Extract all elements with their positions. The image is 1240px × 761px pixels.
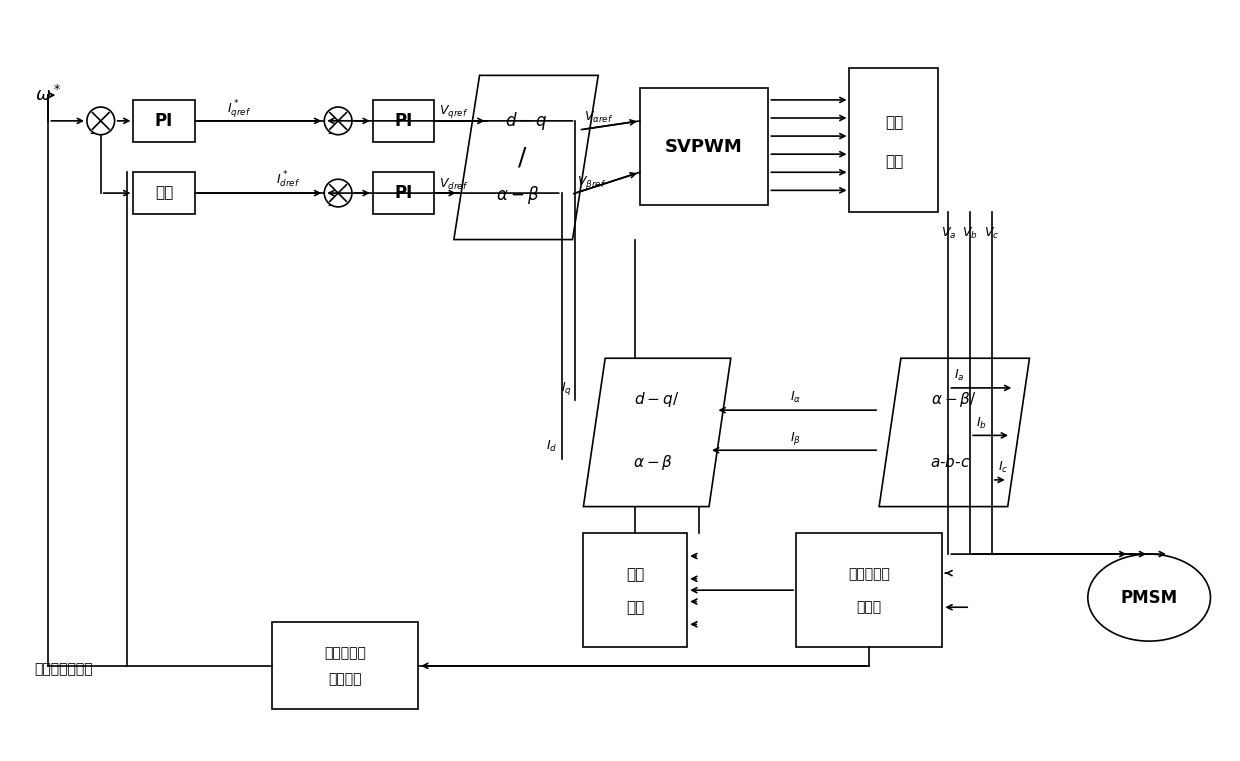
- Polygon shape: [879, 358, 1029, 507]
- Text: $-$: $-$: [88, 124, 102, 139]
- Text: $a$-$b$-$c$: $a$-$b$-$c$: [930, 454, 971, 470]
- Text: $V_{dref}$: $V_{dref}$: [439, 177, 469, 192]
- Polygon shape: [583, 358, 730, 507]
- Text: PI: PI: [155, 112, 174, 130]
- Bar: [849, 68, 939, 212]
- Text: PI: PI: [394, 112, 413, 130]
- Text: $-$: $-$: [326, 196, 339, 212]
- Text: $\alpha-\beta$: $\alpha-\beta$: [496, 184, 539, 206]
- Text: $I_b$: $I_b$: [976, 416, 987, 431]
- Bar: [134, 100, 195, 142]
- Text: 保护单元: 保护单元: [329, 672, 362, 686]
- Text: /: /: [518, 145, 526, 170]
- Bar: [796, 533, 942, 647]
- Text: PMSM: PMSM: [1121, 588, 1178, 607]
- Text: $I_c$: $I_c$: [998, 460, 1008, 475]
- Text: 压缩机退磁: 压缩机退磁: [324, 646, 366, 660]
- Text: $V_{\beta ref}$: $V_{\beta ref}$: [577, 174, 606, 191]
- Polygon shape: [454, 75, 598, 240]
- Ellipse shape: [1087, 554, 1210, 641]
- Circle shape: [325, 180, 352, 207]
- Text: 数修正: 数修正: [857, 600, 882, 614]
- Bar: [640, 88, 769, 205]
- Text: 逆变: 逆变: [885, 116, 903, 130]
- Bar: [272, 622, 418, 709]
- Text: $I^*_{qref}$: $I^*_{qref}$: [227, 99, 252, 121]
- Text: $V_{qref}$: $V_{qref}$: [439, 103, 469, 120]
- Text: PI: PI: [394, 184, 413, 202]
- Text: $I_{\beta}$: $I_{\beta}$: [790, 431, 801, 447]
- Text: $I_{\alpha}$: $I_{\alpha}$: [790, 390, 801, 406]
- Bar: [373, 100, 434, 142]
- Text: $I_a$: $I_a$: [955, 368, 965, 383]
- Bar: [373, 172, 434, 214]
- Circle shape: [87, 107, 114, 135]
- Text: $\omega^*$: $\omega^*$: [35, 85, 62, 105]
- Text: $d-q$: $d-q$: [505, 110, 548, 132]
- Text: $I_d$: $I_d$: [547, 439, 558, 454]
- Text: 估算: 估算: [626, 600, 645, 615]
- Text: $-$: $-$: [326, 124, 339, 139]
- Text: $V_a$: $V_a$: [941, 226, 956, 240]
- Text: $V_{\alpha ref}$: $V_{\alpha ref}$: [584, 110, 614, 125]
- Text: 弱磁: 弱磁: [155, 186, 174, 201]
- Text: 是否禁止启动？: 是否禁止启动？: [35, 662, 93, 676]
- Bar: [583, 533, 687, 647]
- Text: 位置: 位置: [626, 567, 645, 581]
- Text: $V_c$: $V_c$: [985, 226, 999, 240]
- Bar: [134, 172, 195, 214]
- Text: $V_b$: $V_b$: [962, 226, 978, 240]
- Text: $I_q$: $I_q$: [560, 380, 572, 397]
- Text: SVPWM: SVPWM: [665, 138, 743, 155]
- Text: 反电动势系: 反电动势系: [848, 567, 890, 581]
- Text: $\alpha-\beta$: $\alpha-\beta$: [634, 453, 673, 472]
- Text: 电路: 电路: [885, 154, 903, 169]
- Text: $I^*_{dref}$: $I^*_{dref}$: [277, 170, 301, 190]
- Text: $\alpha-\beta/$: $\alpha-\beta/$: [931, 390, 977, 409]
- Text: $d-q/$: $d-q/$: [635, 390, 680, 409]
- Circle shape: [325, 107, 352, 135]
